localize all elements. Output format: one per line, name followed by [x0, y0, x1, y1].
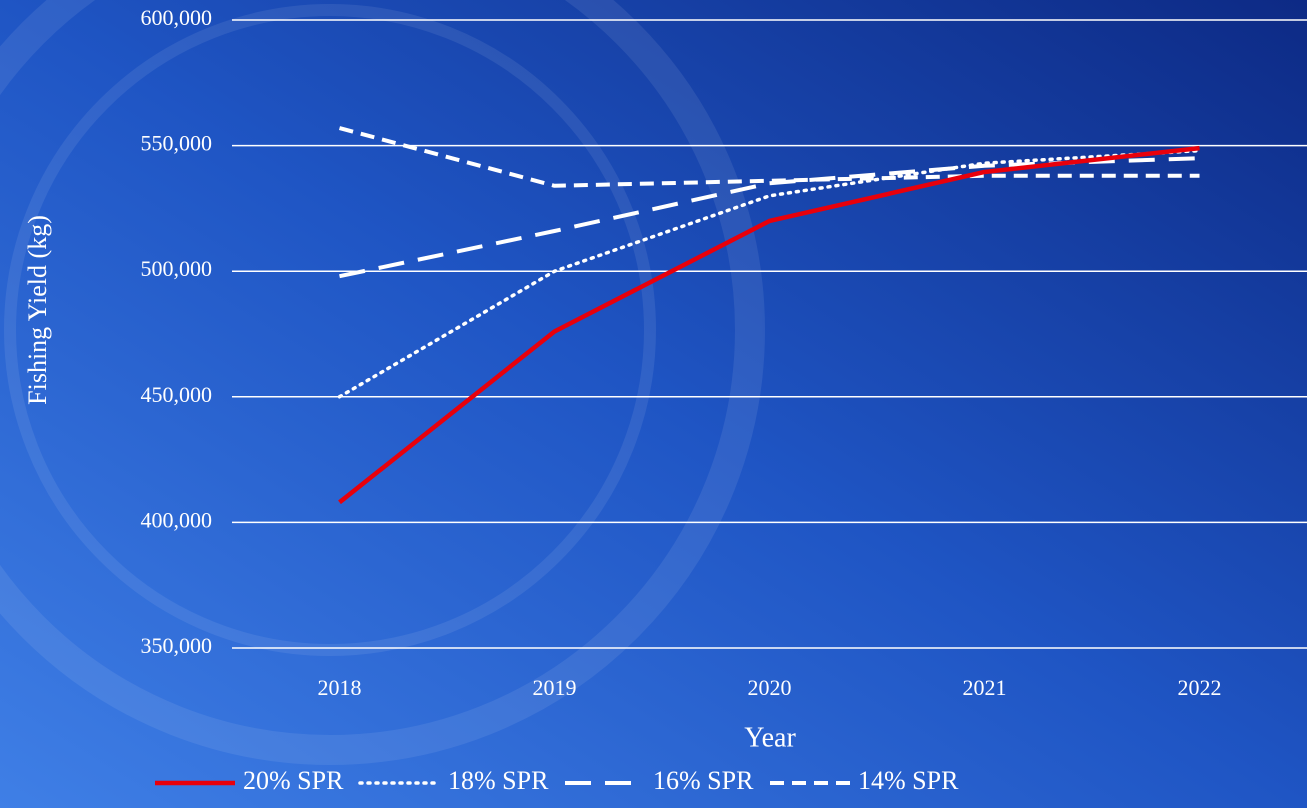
- y-tick-label: 600,000: [141, 5, 213, 30]
- x-tick-label: 2022: [1178, 675, 1222, 700]
- x-tick-label: 2021: [963, 675, 1007, 700]
- x-tick-label: 2019: [533, 675, 577, 700]
- legend-label: 20% SPR: [243, 766, 344, 795]
- watermark-seal: [0, 0, 750, 750]
- y-tick-label: 350,000: [141, 633, 213, 658]
- y-tick-label: 500,000: [141, 256, 213, 281]
- x-tick-label: 2020: [748, 675, 792, 700]
- y-tick-label: 400,000: [141, 507, 213, 532]
- series-line: [338, 145, 1200, 505]
- y-axis-label: Fishing Yield (kg): [23, 215, 52, 405]
- legend-label: 14% SPR: [858, 766, 959, 795]
- x-tick-label: 2018: [318, 675, 362, 700]
- legend-label: 16% SPR: [653, 766, 754, 795]
- legend-label: 18% SPR: [448, 766, 549, 795]
- x-axis-label: Year: [744, 722, 796, 753]
- y-tick-label: 450,000: [141, 382, 213, 407]
- y-tick-label: 550,000: [141, 131, 213, 156]
